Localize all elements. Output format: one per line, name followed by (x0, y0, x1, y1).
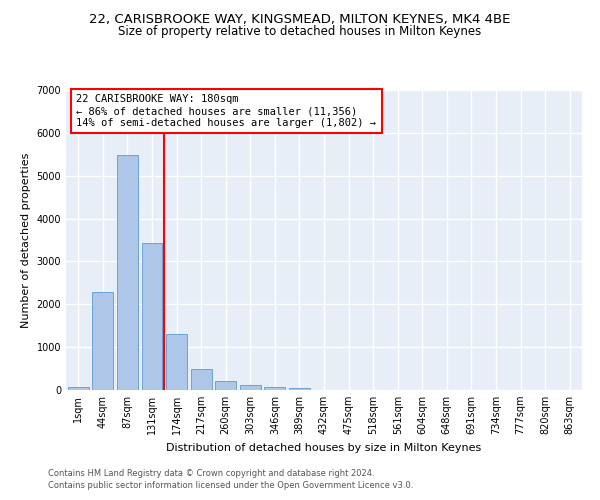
Bar (191, 369, 212, 390)
Bar (142, 244, 163, 390)
Y-axis label: Number of detached properties: Number of detached properties (21, 152, 31, 328)
X-axis label: Distribution of detached houses by size in Milton Keynes: Distribution of detached houses by size … (166, 442, 482, 452)
Bar (92, 292, 113, 390)
Text: Contains HM Land Registry data © Crown copyright and database right 2024.: Contains HM Land Registry data © Crown c… (48, 468, 374, 477)
Bar (289, 388, 310, 390)
Bar (215, 382, 236, 390)
Bar (166, 334, 187, 390)
Text: 22, CARISBROOKE WAY, KINGSMEAD, MILTON KEYNES, MK4 4BE: 22, CARISBROOKE WAY, KINGSMEAD, MILTON K… (89, 12, 511, 26)
Text: Contains public sector information licensed under the Open Government Licence v3: Contains public sector information licen… (48, 481, 413, 490)
Text: Size of property relative to detached houses in Milton Keynes: Size of property relative to detached ho… (118, 25, 482, 38)
Bar (117, 155, 138, 390)
Bar (68, 387, 89, 390)
Bar (240, 386, 261, 390)
Text: 22 CARISBROOKE WAY: 180sqm
← 86% of detached houses are smaller (11,356)
14% of : 22 CARISBROOKE WAY: 180sqm ← 86% of deta… (76, 94, 376, 128)
Bar (265, 387, 286, 390)
